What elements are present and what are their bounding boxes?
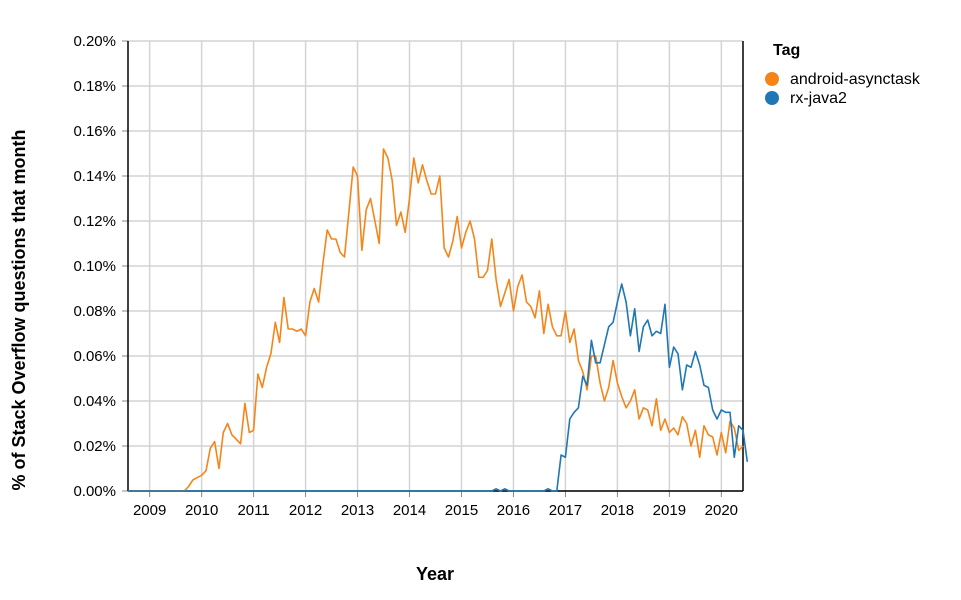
legend-title: Tag: [773, 42, 800, 59]
x-tick-label: 2010: [185, 502, 218, 519]
x-tick-label: 2017: [549, 502, 582, 519]
series-lines: [128, 148, 749, 492]
y-tick-label: 0.00%: [73, 483, 116, 500]
x-tick-label: 2011: [237, 502, 269, 519]
tick-labels: 2009 2010 2011 2012 2013 2014 2015 2016 2017 2018…: [73, 33, 738, 519]
x-tick-label: 2009: [133, 502, 166, 519]
x-axis-title: Year: [416, 564, 454, 584]
legend-swatch-rx-java2: [765, 91, 779, 105]
y-tick-label: 0.20%: [73, 33, 116, 50]
x-tick-label: 2013: [341, 502, 374, 519]
x-tick-label: 2012: [289, 502, 322, 519]
legend: Tag android-asynctask rx-java2: [765, 42, 921, 107]
x-tick-label: 2015: [445, 502, 478, 519]
y-tick-label: 0.06%: [73, 348, 116, 365]
y-tick-label: 0.14%: [73, 168, 116, 185]
x-tick-label: 2019: [653, 502, 686, 519]
y-tick-label: 0.02%: [73, 438, 116, 455]
y-tick-label: 0.04%: [73, 393, 116, 410]
y-axis-title: % of Stack Overflow questions that month: [9, 129, 29, 490]
legend-label: android-asynctask: [790, 71, 921, 88]
series-line-rx-java2: [128, 283, 749, 492]
x-tick-label: 2018: [601, 502, 634, 519]
x-tick-label: 2020: [705, 502, 738, 519]
series-line-android-asynctask: [128, 148, 744, 492]
x-tick-label: 2014: [393, 502, 426, 519]
legend-label: rx-java2: [790, 90, 847, 107]
y-tick-label: 0.10%: [73, 258, 116, 275]
y-tick-label: 0.18%: [73, 78, 116, 95]
axes: [122, 40, 744, 497]
y-tick-label: 0.16%: [73, 123, 116, 140]
x-tick-label: 2016: [497, 502, 530, 519]
y-tick-label: 0.08%: [73, 303, 116, 320]
legend-swatch-android-asynctask: [765, 72, 779, 86]
y-tick-label: 0.12%: [73, 213, 116, 230]
